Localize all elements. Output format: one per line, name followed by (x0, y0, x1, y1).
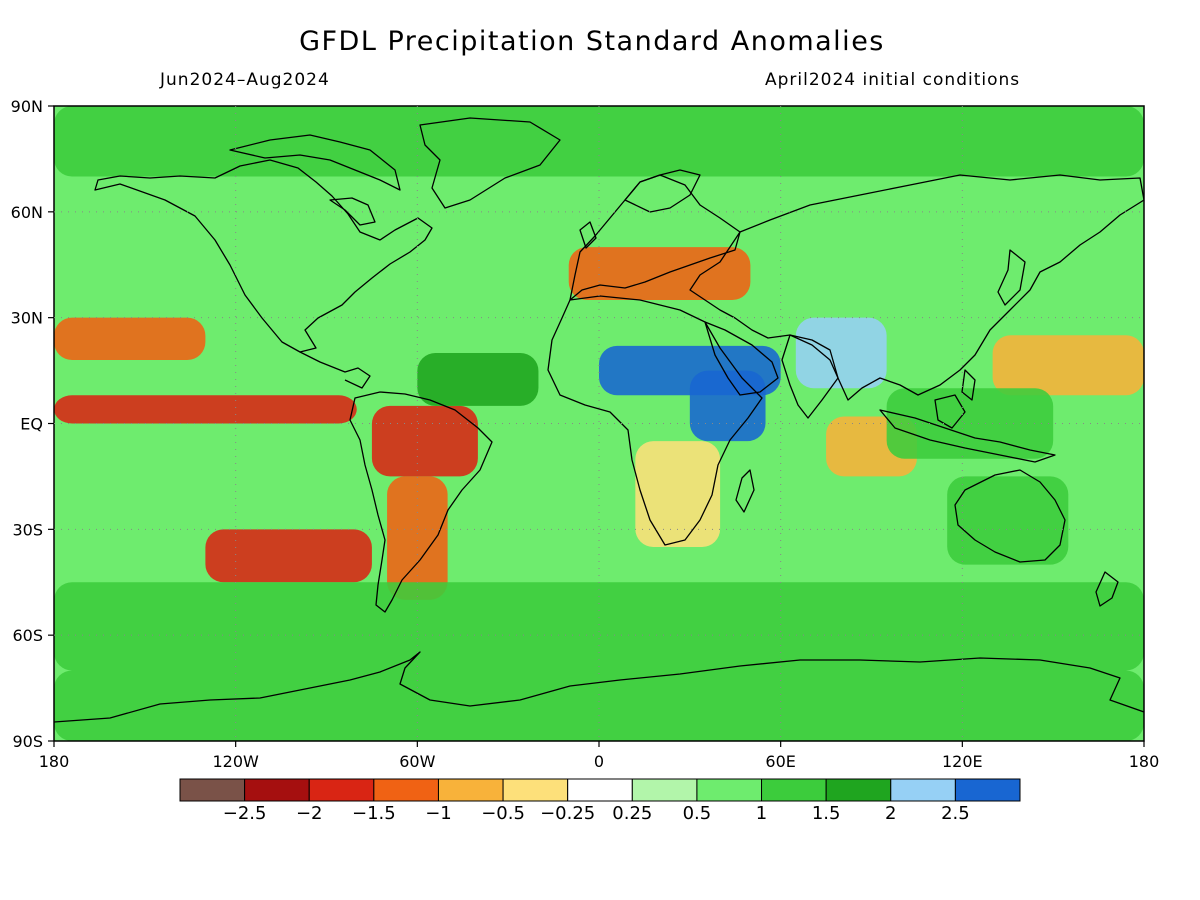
colorbar-label: −0.5 (481, 803, 525, 824)
coast-hudson (329, 197, 376, 226)
colorbar-swatch (373, 778, 439, 802)
coast-asia (689, 174, 1144, 401)
coast-gulf-mexico (299, 351, 371, 389)
colorbar-swatch (761, 778, 827, 802)
colorbar-swatch (244, 778, 310, 802)
region-southern-south-america (387, 476, 448, 600)
coast-africa (547, 295, 763, 546)
colorbar-label: 0.25 (612, 803, 652, 824)
colorbar-label: 2.5 (941, 803, 970, 824)
region-australia (947, 476, 1069, 565)
coast-japan (997, 249, 1026, 306)
colorbar-swatch (567, 778, 633, 802)
coast-greenland (419, 117, 561, 209)
coast-europe (569, 174, 741, 301)
region-tropical-atlantic (417, 352, 539, 406)
lat-tick-label: 30N (11, 309, 43, 328)
region-southeast-pacific (205, 529, 372, 583)
coastlines (54, 117, 1144, 723)
colorbar-label: −1.5 (352, 803, 396, 824)
coast-madagascar (735, 469, 755, 513)
colorbar-swatch (502, 778, 569, 802)
region-antarctica (54, 670, 1144, 741)
region-horn-of-africa (689, 370, 766, 442)
colorbar-label: −2.5 (223, 803, 267, 824)
coast-australia (954, 469, 1066, 563)
coast-indonesia (879, 409, 1056, 463)
coast-antarctica (54, 651, 1144, 723)
coast-british-isles (579, 221, 597, 249)
lat-tick-label: EQ (20, 415, 43, 434)
lon-tick-label: 180 (1129, 752, 1160, 771)
region-eastern-equatorial-pacific (54, 395, 357, 424)
coast-philippines (961, 369, 976, 401)
region-mediterranean-black-sea (568, 247, 751, 301)
colorbar-swatch (308, 778, 375, 802)
coast-borneo (934, 394, 966, 429)
lat-tick-label: 60N (11, 203, 43, 222)
region-western-pacific-north (992, 335, 1144, 396)
colorbar: −2.5 −2 −1.5 −1 −0.5 −0.25 0.25 0.5 1 1.5 2 2.5 (179, 778, 1021, 824)
colorbar-swatch (437, 778, 504, 802)
region-india (795, 317, 887, 389)
coast-south-america (349, 391, 493, 613)
coast-canada-arctic (229, 134, 401, 191)
colorbar-label: 1.5 (812, 803, 841, 824)
colorbar-swatch (179, 778, 246, 802)
colorbar-label: −1 (425, 803, 452, 824)
colorbar-swatch (954, 778, 1021, 802)
coast-scandinavia (624, 169, 701, 213)
colorbar-label: 1 (756, 803, 767, 824)
lat-tick-label: 90S (12, 732, 43, 751)
lon-tick-label: 120E (942, 752, 983, 771)
colorbar-label: −2 (296, 803, 323, 824)
coast-new-zealand (1095, 571, 1119, 607)
region-northern-south-america (371, 405, 478, 477)
lon-tick-label: 60E (765, 752, 795, 771)
lat-tick-label: 30S (12, 520, 43, 539)
lon-tick-label: 120W (212, 752, 259, 771)
region-southern-ocean (54, 582, 1144, 671)
colorbar-swatch (696, 778, 763, 802)
coast-india (781, 334, 839, 419)
region-southern-africa (635, 441, 721, 547)
colorbar-label: −0.25 (540, 803, 595, 824)
colorbar-swatch (825, 778, 892, 802)
lon-tick-label: 180 (39, 752, 70, 771)
initial-conditions: April2024 initial conditions (765, 70, 1021, 90)
region-maritime-continent (886, 388, 1054, 459)
coast-arabia (704, 321, 779, 396)
forecast-period: Jun2024–Aug2024 (160, 70, 330, 90)
lat-tick-label: 60S (12, 626, 43, 645)
colorbar-label: 2 (885, 803, 896, 824)
colorbar-label: 0.5 (683, 803, 712, 824)
region-north-pacific-subtropics (54, 317, 206, 360)
lon-tick-label: 0 (594, 752, 604, 771)
colorbar-swatch (890, 778, 956, 802)
lat-tick-label: 90N (11, 97, 43, 116)
lon-tick-label: 60W (399, 752, 435, 771)
colorbar-swatch (631, 778, 698, 802)
map-title: GFDL Precipitation Standard Anomalies (299, 26, 885, 57)
